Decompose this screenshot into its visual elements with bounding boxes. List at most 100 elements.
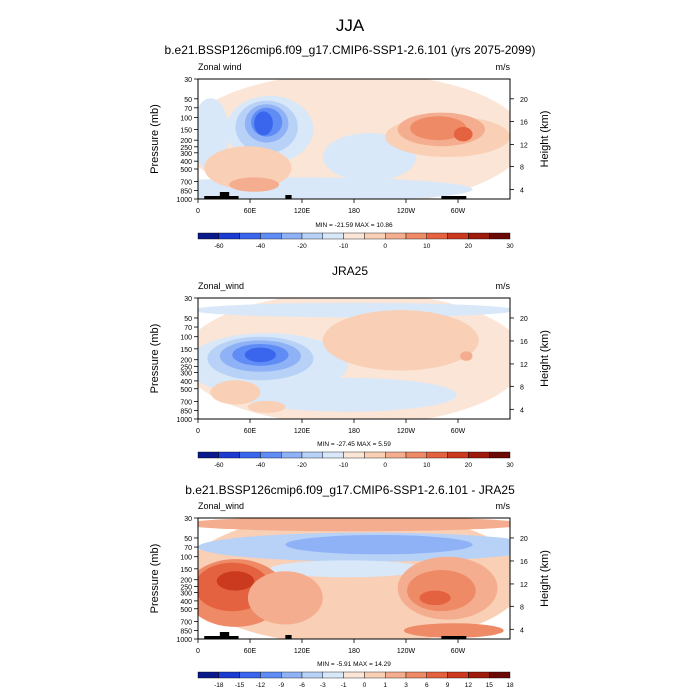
height-tick-label: 4 <box>520 407 524 414</box>
longitude-tick-label: 60E <box>244 428 257 435</box>
pressure-tick-label: 850 <box>180 629 192 636</box>
contour-region <box>238 377 457 412</box>
contour-region <box>322 310 479 371</box>
colorbar-label: 15 <box>486 682 494 689</box>
colorbar-label: 3 <box>404 682 408 689</box>
colorbar-label: -15 <box>235 682 245 689</box>
pressure-tick-label: 850 <box>180 189 192 196</box>
pressure-tick-label: 50 <box>184 316 192 323</box>
pressure-tick-label: 100 <box>180 115 192 122</box>
colorbar-box <box>426 451 448 459</box>
colorbar-box <box>343 232 365 240</box>
colorbar-box <box>385 451 407 459</box>
colorbar-box <box>426 232 448 240</box>
colorbar-box <box>468 671 490 679</box>
contour-region <box>198 302 510 318</box>
panel-title: JRA25 <box>332 264 368 278</box>
height-tick-label: 12 <box>520 142 528 149</box>
pressure-tick-label: 250 <box>180 145 192 152</box>
pressure-tick-label: 100 <box>180 335 192 342</box>
colorbar-label: 0 <box>363 682 367 689</box>
pressure-tick-label: 200 <box>180 138 192 145</box>
pressure-tick-label: 100 <box>180 555 192 562</box>
height-tick-label: 20 <box>520 316 528 323</box>
height-tick-label: 16 <box>520 339 528 346</box>
colorbar-label: -40 <box>256 243 266 250</box>
height-tick-label: 4 <box>520 627 524 634</box>
panel-title: b.e21.BSSP126cmip6.f09_g17.CMIP6-SSP1-2.… <box>185 483 515 497</box>
longitude-tick-label: 120E <box>294 428 311 435</box>
contour-region <box>244 347 276 363</box>
colorbar-label: -1 <box>341 682 347 689</box>
colorbar-label: 6 <box>425 682 429 689</box>
colorbar-box <box>405 671 427 679</box>
pressure-tick-label: 1000 <box>176 417 192 424</box>
contour-region <box>210 380 261 405</box>
longitude-tick-label: 120E <box>294 648 311 655</box>
height-tick-label: 12 <box>520 362 528 369</box>
contour-region <box>254 111 273 136</box>
colorbar-box <box>197 451 219 459</box>
longitude-tick-label: 120W <box>397 428 416 435</box>
height-tick-label: 16 <box>520 120 528 127</box>
stats-label: MIN = -5.91 MAX = 14.29 <box>317 661 391 668</box>
panel-title: b.e21.BSSP126cmip6.f09_g17.CMIP6-SSP1-2.… <box>165 43 536 57</box>
colorbar-label: 1 <box>383 682 387 689</box>
contour-region <box>198 518 510 532</box>
longitude-tick-label: 60W <box>451 428 466 435</box>
colorbar-box <box>281 671 303 679</box>
colorbar-label: 20 <box>465 243 473 250</box>
colorbar-box <box>260 232 282 240</box>
pressure-tick-label: 30 <box>184 77 192 84</box>
longitude-tick-label: 60W <box>451 208 466 215</box>
plot-area <box>198 298 510 419</box>
colorbar-label: -60 <box>214 462 224 469</box>
topography-bar <box>285 635 292 639</box>
longitude-tick-label: 0 <box>196 428 200 435</box>
y-axis-label: Pressure (mb) <box>149 544 161 614</box>
units-label: m/s <box>496 281 511 291</box>
colorbar-box <box>260 671 282 679</box>
pressure-tick-label: 70 <box>184 106 192 113</box>
colorbar-box <box>260 451 282 459</box>
colorbar-label: -20 <box>297 462 307 469</box>
stats-label: MIN = -21.59 MAX = 10.86 <box>315 222 393 229</box>
contour-region <box>403 623 504 638</box>
colorbar-box <box>447 671 469 679</box>
pressure-tick-label: 150 <box>180 347 192 354</box>
colorbar-label: -10 <box>339 462 349 469</box>
pressure-tick-label: 700 <box>180 399 192 406</box>
colorbar-box <box>239 232 261 240</box>
chart-panel-1: b.e21.BSSP126cmip6.f09_g17.CMIP6-SSP1-2.… <box>149 43 551 250</box>
height-tick-label: 16 <box>520 559 528 566</box>
colorbar-label: -10 <box>339 243 349 250</box>
colorbar-label: 20 <box>465 462 473 469</box>
colorbar-box <box>405 451 427 459</box>
pressure-tick-label: 200 <box>180 578 192 585</box>
colorbar-label: 10 <box>423 243 431 250</box>
pressure-tick-label: 150 <box>180 567 192 574</box>
colorbar-box <box>385 671 407 679</box>
contour-region <box>204 146 292 190</box>
pressure-tick-label: 500 <box>180 387 192 394</box>
page-title: JJA <box>335 16 365 35</box>
topography-bar <box>441 196 467 199</box>
pressure-tick-label: 30 <box>184 516 192 523</box>
contour-region <box>247 571 323 625</box>
contour-region <box>269 560 426 578</box>
colorbar-box <box>468 232 490 240</box>
colorbar-label: -12 <box>256 682 266 689</box>
variable-label: Zonal_wind <box>198 281 244 291</box>
pressure-tick-label: 500 <box>180 167 192 174</box>
longitude-tick-label: 180 <box>348 648 360 655</box>
pressure-tick-label: 500 <box>180 607 192 614</box>
colorbar-box <box>322 671 344 679</box>
colorbar-box <box>218 232 240 240</box>
colorbar-box <box>447 232 469 240</box>
colorbar-label: 9 <box>446 682 450 689</box>
contour-region <box>285 534 473 555</box>
pressure-tick-label: 300 <box>180 590 192 597</box>
colorbar-box <box>218 451 240 459</box>
longitude-tick-label: 60W <box>451 648 466 655</box>
